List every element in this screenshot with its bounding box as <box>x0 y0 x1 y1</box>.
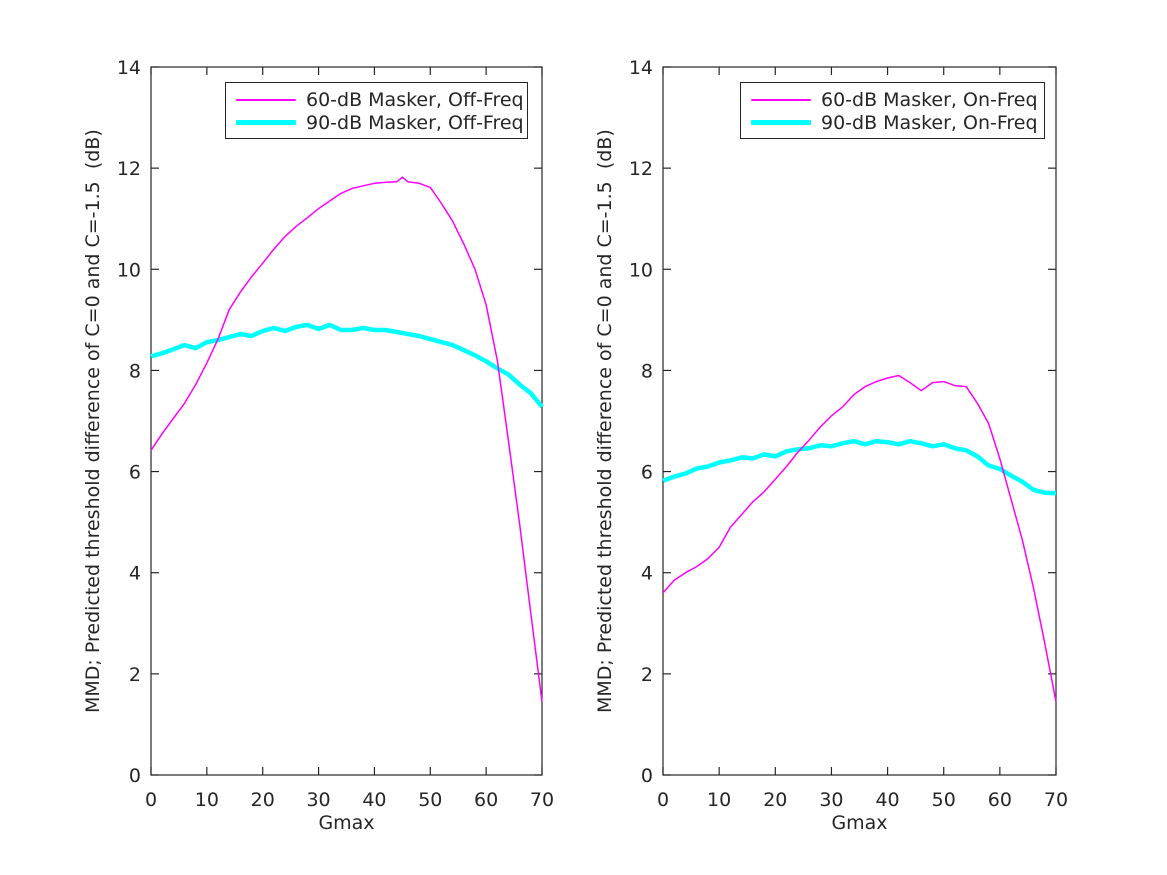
y-tick-label: 2 <box>129 664 141 686</box>
y-axis-label-left: MMD; Predicted threshold difference of C… <box>82 129 104 713</box>
y-tick-label: 6 <box>129 462 141 484</box>
y-tick-label: 14 <box>117 57 141 79</box>
legend-line-magenta-icon <box>236 98 296 101</box>
curve-60-db-masker-off-freq <box>150 176 543 702</box>
curve-90-db-masker-off-freq <box>150 322 544 409</box>
x-tick-label: 10 <box>707 789 731 811</box>
legend-right: 60-dB Masker, On-Freq 90-dB Masker, On-F… <box>740 82 1045 139</box>
legend-line-magenta-icon <box>751 98 811 101</box>
x-tick-label: 10 <box>195 789 219 811</box>
x-tick-label: 20 <box>763 789 787 811</box>
legend-line-cyan-icon <box>751 120 811 125</box>
legend-label: 60-dB Masker, Off-Freq <box>306 88 524 111</box>
y-tick-label: 8 <box>129 360 141 382</box>
legend-line-cyan-icon <box>236 120 296 125</box>
legend-entry-60db-off: 60-dB Masker, Off-Freq <box>236 88 524 111</box>
x-tick-label: 40 <box>362 789 386 811</box>
x-axis-label-left: Gmax <box>318 812 375 834</box>
legend-entry-60db-on: 60-dB Masker, On-Freq <box>751 88 1038 111</box>
x-tick-label: 70 <box>1044 789 1068 811</box>
x-tick-label: 0 <box>657 789 669 811</box>
x-tick-label: 30 <box>306 789 330 811</box>
x-tick-label: 60 <box>474 789 498 811</box>
x-tick-label: 50 <box>418 789 442 811</box>
axes-box <box>150 66 543 776</box>
y-tick-label: 10 <box>629 259 653 281</box>
y-tick-label: 14 <box>629 57 653 79</box>
legend-entry-90db-on: 90-dB Masker, On-Freq <box>751 111 1038 134</box>
x-axis-label-right: Gmax <box>831 812 888 834</box>
y-tick-label: 4 <box>641 563 653 585</box>
y-tick-label: 12 <box>629 158 653 180</box>
x-tick-label: 70 <box>530 789 554 811</box>
x-tick-label: 50 <box>932 789 956 811</box>
y-tick-label: 10 <box>117 259 141 281</box>
legend-label: 90-dB Masker, On-Freq <box>821 111 1038 134</box>
axes-left: 0 10 20 30 40 50 60 70 0 2 4 6 8 10 12 14 <box>117 57 554 811</box>
y-tick-label: 4 <box>129 563 141 585</box>
y-tick-label: 0 <box>641 765 653 787</box>
curve-60-db-masker-on-freq <box>662 374 1057 702</box>
y-axis-label-right: MMD; Predicted threshold difference of C… <box>594 129 616 713</box>
y-tick-label: 12 <box>117 158 141 180</box>
axes-right: 0 10 20 30 40 50 60 70 0 2 4 6 8 10 12 14 <box>629 57 1068 811</box>
y-tick-label: 0 <box>129 765 141 787</box>
x-tick-label: 0 <box>145 789 157 811</box>
legend-left: 60-dB Masker, Off-Freq 90-dB Masker, Off… <box>225 82 528 139</box>
legend-entry-90db-off: 90-dB Masker, Off-Freq <box>236 111 524 134</box>
x-tick-label: 20 <box>251 789 275 811</box>
legend-label: 60-dB Masker, On-Freq <box>821 88 1038 111</box>
curve-90-db-masker-on-freq <box>662 438 1057 496</box>
x-tick-label: 30 <box>819 789 843 811</box>
axes-box <box>662 66 1057 776</box>
legend-label: 90-dB Masker, Off-Freq <box>306 111 524 134</box>
y-tick-label: 2 <box>641 664 653 686</box>
y-tick-label: 8 <box>641 360 653 382</box>
x-tick-label: 60 <box>988 789 1012 811</box>
y-tick-label: 6 <box>641 462 653 484</box>
x-tick-label: 40 <box>875 789 899 811</box>
